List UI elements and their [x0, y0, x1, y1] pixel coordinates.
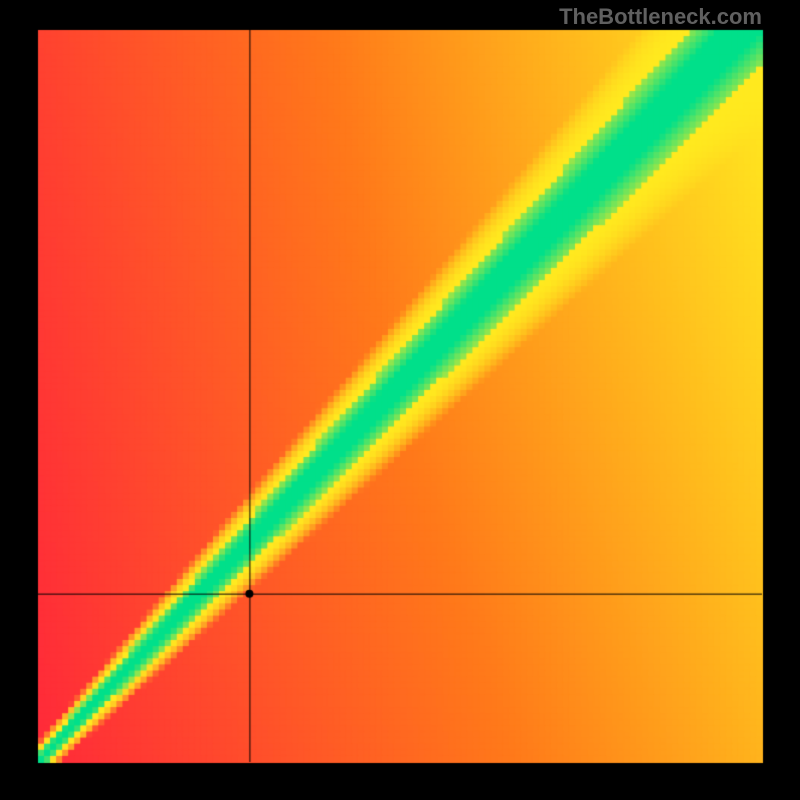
- bottleneck-heatmap: [0, 0, 800, 800]
- watermark-text: TheBottleneck.com: [559, 4, 762, 30]
